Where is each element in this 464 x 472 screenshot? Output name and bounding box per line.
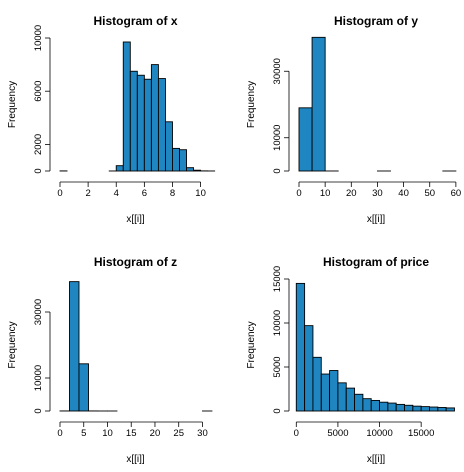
chart-title: Histogram of x <box>93 14 177 28</box>
y-axis-label: Frequency <box>7 81 18 128</box>
y-tick-label: 30000 <box>33 299 44 325</box>
x-tick-label: 25 <box>173 428 184 439</box>
x-tick-label: 0 <box>296 188 301 199</box>
y-tick-label: 0 <box>272 408 283 413</box>
histogram-bar <box>404 404 414 412</box>
histogram-panel-3: Histogram of z 0 5 10 15 20 25 30 x[[i]] 0 10000 30… <box>7 255 213 465</box>
histogram-bar <box>157 78 166 172</box>
histogram-bar <box>437 407 447 412</box>
chart-title: Histogram of z <box>94 255 177 269</box>
x-tick-label: 0 <box>57 428 62 439</box>
x-axis-label: x[[i]] <box>367 214 386 225</box>
histogram-bar <box>143 78 152 172</box>
histogram-bar <box>320 373 331 412</box>
histogram-bar <box>445 407 455 412</box>
histogram-bar <box>295 282 306 412</box>
histogram-bar <box>311 36 326 172</box>
histogram-bar <box>379 401 389 412</box>
histogram-panel-4: Histogram of price 0 5000 10000 15000 x[[i]] 0… <box>246 255 455 465</box>
histogram-bar <box>129 70 138 172</box>
y-tick-label: 5000 <box>272 356 283 377</box>
histogram-bar <box>122 41 131 172</box>
x-tick-label: 0 <box>294 428 299 439</box>
histogram-bar <box>78 363 89 412</box>
y-tick-label: 2000 <box>33 134 44 155</box>
x-tick-label: 30 <box>197 428 208 439</box>
chart-title: Histogram of y <box>334 14 418 28</box>
x-tick-label: 30 <box>372 188 383 199</box>
y-tick-label: 30000 <box>272 58 283 84</box>
x-tick-label: 5 <box>81 428 86 439</box>
histogram-bar <box>312 356 322 412</box>
y-axis-label: Frequency <box>7 321 18 368</box>
histogram-bar <box>395 403 405 412</box>
histogram-bar <box>354 393 364 412</box>
histogram-bar <box>193 169 202 172</box>
histogram-bar <box>136 74 145 172</box>
x-tick-label: 40 <box>398 188 409 199</box>
x-tick-label: 4 <box>114 188 119 199</box>
histogram-bar <box>179 149 187 172</box>
y-tick-label: 6000 <box>33 81 44 102</box>
y-axis-label: Frequency <box>246 81 257 128</box>
x-tick-label: 20 <box>150 428 161 439</box>
x-tick-label: 50 <box>424 188 435 199</box>
histogram-bar <box>150 64 159 172</box>
x-tick-label: 8 <box>170 188 175 199</box>
y-tick-label: 0 <box>33 408 44 413</box>
x-tick-label: 10 <box>320 188 331 199</box>
histogram-bar <box>304 325 314 412</box>
x-axis-label: x[[i]] <box>126 214 145 225</box>
histogram-bar <box>362 398 372 412</box>
y-tick-label: 10000 <box>33 365 44 391</box>
histogram-bar <box>345 387 356 412</box>
histogram-bar <box>412 405 422 412</box>
histogram-bar <box>387 402 397 412</box>
x-tick-label: 10000 <box>366 428 392 439</box>
y-tick-label: 10000 <box>33 25 44 51</box>
histogram-bar <box>370 399 380 412</box>
histogram-bar <box>420 406 430 412</box>
x-tick-label: 15 <box>126 428 137 439</box>
y-tick-label: 0 <box>272 168 283 173</box>
histogram-bar <box>172 147 180 172</box>
x-tick-label: 20 <box>346 188 357 199</box>
chart-title: Histogram of price <box>323 255 429 269</box>
x-tick-label: 10 <box>195 188 206 199</box>
y-tick-label: 0 <box>33 168 44 173</box>
x-tick-label: 10 <box>102 428 113 439</box>
histogram-bar <box>186 167 195 172</box>
y-axis-label: Frequency <box>246 321 257 368</box>
y-tick-label: 15000 <box>272 266 283 292</box>
histogram-bar <box>337 382 347 412</box>
y-tick-label: 10000 <box>272 125 283 151</box>
histogram-bar <box>298 107 313 172</box>
histogram-bar <box>69 281 80 412</box>
y-tick-label: 10000 <box>272 310 283 336</box>
x-axis-label: x[[i]] <box>126 454 145 465</box>
x-tick-label: 60 <box>451 188 462 199</box>
histogram-bar <box>329 370 339 412</box>
x-tick-label: 5000 <box>327 428 348 439</box>
histogram-bar <box>429 406 439 412</box>
histogram-panel-2: Histogram of y 0 10 20 30 40 50 60 x[[i]] 0 10000 3… <box>246 14 461 225</box>
x-tick-label: 2 <box>85 188 90 199</box>
x-axis-label: x[[i]] <box>367 454 386 465</box>
x-tick-label: 15000 <box>408 428 434 439</box>
x-tick-label: 0 <box>57 188 62 199</box>
histogram-bar <box>115 165 124 172</box>
histogram-panel-1: Histogram of x 0 2 4 6 8 10 x[[i]] 0 2000 6000 1000… <box>7 14 216 225</box>
histogram-bar <box>164 121 173 172</box>
x-tick-label: 6 <box>142 188 147 199</box>
